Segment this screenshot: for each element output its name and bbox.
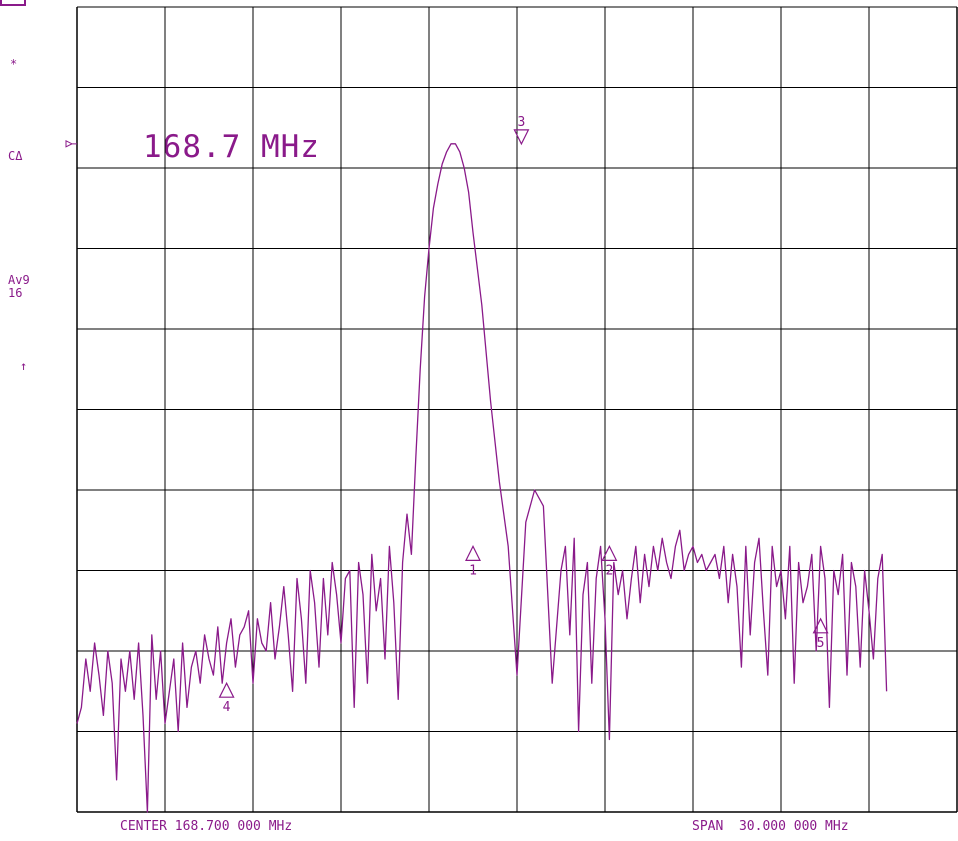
marker-label: 4 [223,700,231,715]
status-box [0,0,26,6]
center-frequency-label: CENTER 168.700 000 MHz [120,819,293,834]
averaging-count: 16 [8,286,23,300]
marker-triangle [465,545,481,561]
marker-3: 3 [513,115,530,146]
channel-indicator: CΔ [8,149,23,163]
marker-label: 5 [817,636,825,651]
marker-1: 1 [465,545,481,578]
marker-2: 2 [601,545,618,578]
frequency-readout: 168.7 MHz [143,129,320,165]
marker-triangle [601,545,618,561]
grid [76,6,958,813]
spectrum-trace [76,143,888,813]
up-arrow-icon: ↑ [20,359,28,373]
marker-triangle [513,129,530,146]
marker-triangle [218,681,235,698]
asterisk-indicator: * [10,57,18,71]
marker-5: 5 [812,617,829,651]
marker-label: 1 [469,563,477,578]
reference-level-marker [65,140,77,148]
markers: 1 2 3 4 5 [218,115,829,715]
marker-label: 3 [517,115,525,130]
marker-4: 4 [218,681,235,715]
marker-label: 2 [605,563,613,578]
marker-triangle [812,617,829,634]
averaging-label: Av9 [8,273,30,287]
span-label: SPAN 30.000 000 MHz [692,819,849,834]
